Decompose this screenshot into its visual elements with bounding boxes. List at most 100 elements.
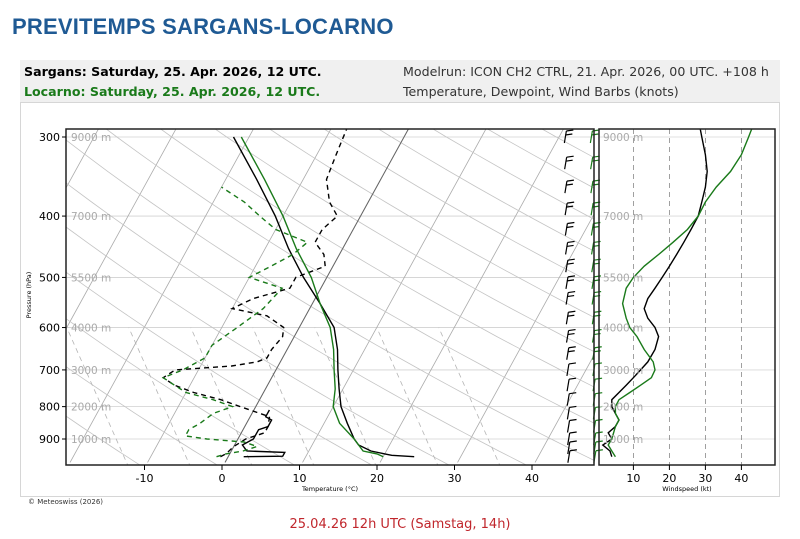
windspeed-altitude-label: 4000 m xyxy=(603,323,643,335)
barb-staff xyxy=(590,203,594,216)
barb-flag xyxy=(593,275,602,278)
barb-flag xyxy=(591,133,599,136)
windspeed-altitude-label: 5500 m xyxy=(603,272,643,284)
mixing-ratio-line xyxy=(314,327,377,465)
barb-flag xyxy=(565,133,573,136)
model-run-info: Modelrun: ICON CH2 CTRL, 21. Apr. 2026, … xyxy=(403,64,769,79)
sargans-wind-barb xyxy=(564,240,575,255)
windspeed-altitude-label: 9000 m xyxy=(603,132,643,144)
isotherm-line xyxy=(302,129,487,463)
barb-staff xyxy=(564,203,568,216)
barb-staff xyxy=(567,450,571,463)
sargans-parcel-line xyxy=(241,409,286,458)
barb-flag xyxy=(565,159,573,162)
windspeed-grid xyxy=(599,129,775,465)
dry-adiabat-line xyxy=(66,318,296,465)
pressure-axis-label: Pressure (hPa) xyxy=(25,272,33,319)
barb-flag xyxy=(566,155,574,158)
barb-flag xyxy=(568,346,576,349)
barb-staff xyxy=(567,432,571,446)
barb-flag xyxy=(569,449,577,452)
mixing-ratio-line xyxy=(190,327,253,465)
sargans-timestamp: Sargans: Saturday, 25. Apr. 2026, 12 UTC… xyxy=(24,64,322,79)
barb-staff xyxy=(566,379,570,392)
barb-flag xyxy=(591,183,599,186)
sargans-wind-barb xyxy=(566,405,577,420)
barb-staff xyxy=(589,130,593,144)
barb-flag xyxy=(567,221,575,225)
altitude-label: 4000 m xyxy=(71,323,111,335)
barb-flag xyxy=(566,205,574,208)
pressure-tick-label: 400 xyxy=(39,210,60,223)
barb-staff xyxy=(566,407,570,420)
mixing-ratio-line xyxy=(438,327,501,465)
isotherm-line xyxy=(66,129,99,189)
dry-adiabat-line xyxy=(105,129,594,424)
barb-flag xyxy=(569,377,577,380)
sargans-wind-barb xyxy=(563,129,574,144)
barb-staff xyxy=(566,363,570,377)
barb-staff xyxy=(564,181,568,194)
barb-flag xyxy=(567,294,575,298)
locarno-timestamp: Locarno: Saturday, 25. Apr. 2026, 12 UTC… xyxy=(24,84,321,99)
locarno-temperature-line xyxy=(240,136,384,458)
barb-flag xyxy=(566,279,575,282)
barb-staff xyxy=(566,420,571,433)
skewt-grid xyxy=(66,118,779,468)
dry-adiabat-line xyxy=(66,415,141,465)
temperature-tick-label: 0 xyxy=(219,472,226,485)
mixing-ratio-line xyxy=(66,327,129,465)
barb-staff xyxy=(563,130,567,144)
barb-flag xyxy=(567,240,575,244)
app-title: PREVITEMPS SARGANS-LOCARNO xyxy=(12,14,394,39)
mixing-ratio-line xyxy=(252,327,315,465)
altitude-label: 3000 m xyxy=(71,365,111,377)
dry-adiabat-line xyxy=(66,182,528,465)
sargans-wind-barb xyxy=(564,179,574,194)
barb-flag xyxy=(568,362,577,365)
windspeed-tick-label: 40 xyxy=(734,472,748,485)
isotherm-line xyxy=(66,129,177,330)
wind-barbs-group xyxy=(563,129,603,463)
barb-flag xyxy=(594,346,602,349)
sargans-dewpoint-line xyxy=(161,129,348,458)
sargans-wind-barb xyxy=(567,449,577,463)
sargans-wind-barb xyxy=(566,346,576,360)
barb-staff xyxy=(567,441,571,455)
barb-flag xyxy=(567,332,575,336)
copyright-notice: © Meteoswiss (2026) xyxy=(28,498,104,506)
sargans-wind-barb xyxy=(564,155,574,170)
barb-flag xyxy=(566,225,574,229)
barb-flag xyxy=(567,258,575,261)
barb-flag xyxy=(567,350,575,353)
sargans-wind-barb xyxy=(567,440,577,455)
temperature-series-group xyxy=(161,129,415,458)
dry-adiabat-line xyxy=(66,271,373,465)
windspeed-axis-label: Windspeed (kt) xyxy=(662,485,711,493)
dry-adiabat-line xyxy=(323,129,594,285)
sargans-wind-barb xyxy=(567,431,577,446)
temperature-tick-label: 30 xyxy=(448,472,462,485)
dry-adiabat-line xyxy=(576,118,779,468)
windspeed-tick-label: 30 xyxy=(698,472,712,485)
barb-staff xyxy=(564,223,568,236)
barb-flag xyxy=(567,201,575,204)
barb-staff xyxy=(566,347,570,360)
barb-flag xyxy=(566,262,574,265)
isotherm-line xyxy=(147,129,332,463)
dry-adiabat-line xyxy=(214,129,594,353)
temperature-tick-label: 20 xyxy=(370,472,384,485)
barb-flag xyxy=(567,275,576,278)
barb-staff xyxy=(564,157,568,170)
barb-staff xyxy=(565,276,569,289)
barb-staff xyxy=(590,223,594,236)
locarno-wind-barb xyxy=(592,418,603,433)
dry-adiabat-line xyxy=(159,129,594,388)
forecast-caption: 25.04.26 12h UTC (Samstag, 14h) xyxy=(289,517,511,532)
altitude-label: 1000 m xyxy=(71,434,111,446)
dry-adiabat-line xyxy=(268,129,594,318)
sargans-wind-barb xyxy=(565,310,576,325)
windspeed-plot-border xyxy=(598,128,776,466)
windspeed-tick-label: 10 xyxy=(626,472,640,485)
